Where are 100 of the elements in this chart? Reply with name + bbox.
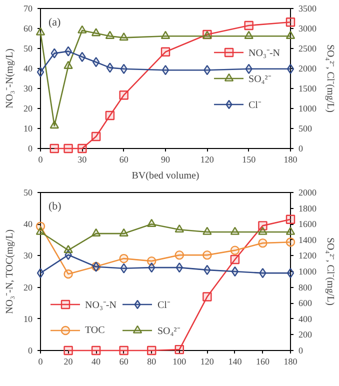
x-tick-label: 150	[242, 154, 256, 164]
y-tick-label: 40	[24, 64, 33, 74]
point	[64, 244, 73, 254]
x-tick-label: 0	[38, 154, 44, 164]
y2-tick-label: 3000	[298, 24, 317, 34]
legend-label: NO₃⁻-N	[85, 299, 116, 311]
point	[120, 263, 128, 274]
point	[78, 144, 87, 154]
point	[50, 48, 58, 58]
point	[230, 226, 240, 235]
point	[286, 226, 296, 235]
x-tick-label: 120	[200, 356, 214, 366]
y-tick-label: 0	[28, 346, 33, 356]
point	[92, 57, 100, 68]
point	[202, 226, 212, 235]
point	[64, 269, 73, 279]
y-tick-label: 0	[28, 144, 33, 154]
point	[286, 30, 296, 40]
y-tick-label: 20	[24, 104, 33, 114]
y-tick-label: 30	[24, 250, 33, 261]
y2-axis-title: SO₄²⁻, Cl⁻(mg/L)	[324, 237, 336, 306]
point	[64, 346, 73, 356]
y-tick-label: 50	[24, 188, 33, 198]
point	[91, 28, 101, 36]
point	[105, 110, 115, 120]
point	[147, 218, 156, 228]
x-tick-label: 40	[92, 356, 102, 366]
point	[162, 65, 170, 76]
x-axis-title: BV(bed volume)	[132, 170, 200, 182]
y-tick-label: 40	[24, 219, 33, 230]
y2-tick-label: 1500	[298, 84, 317, 94]
y-tick-label: 60	[24, 24, 33, 34]
point	[204, 65, 211, 76]
legend-label: NO₃⁻-N	[248, 47, 280, 59]
y2-tick-label: 800	[298, 282, 312, 292]
x-tick-label: 30	[78, 154, 88, 164]
y-axis-title: NO₃⁻-N, TOC(mg/L)	[4, 229, 16, 314]
y2-tick-label: 2500	[298, 44, 317, 54]
y-tick-label: 50	[24, 44, 33, 54]
point	[119, 346, 128, 356]
point	[174, 250, 184, 260]
x-tick-label: 180	[284, 154, 298, 164]
point	[119, 32, 128, 41]
point	[258, 226, 268, 235]
x-tick-label: 80	[147, 356, 157, 366]
y2-tick-label: 0	[298, 144, 304, 154]
point	[36, 67, 44, 78]
point	[36, 268, 44, 278]
y-tick-label: 70	[24, 4, 33, 14]
point	[286, 64, 294, 74]
y2-axis-title: SO₄²⁻, Cl⁻(mg/L)	[324, 44, 336, 113]
point	[64, 60, 73, 70]
point	[258, 238, 268, 248]
point	[286, 238, 296, 247]
y2-tick-label: 2000	[298, 188, 317, 198]
x-tick-label: 60	[119, 154, 129, 164]
point	[36, 27, 46, 36]
point	[120, 64, 128, 74]
point	[50, 144, 59, 154]
x-tick-label: 100	[172, 356, 187, 366]
point	[174, 224, 184, 233]
legend-label: Cl⁻	[248, 99, 262, 111]
point	[36, 226, 46, 235]
point	[244, 30, 254, 40]
point	[64, 144, 73, 154]
point	[286, 268, 294, 278]
point	[258, 221, 268, 230]
point	[244, 20, 254, 30]
y-tick-label: 30	[24, 84, 33, 94]
y2-tick-label: 2000	[298, 64, 317, 74]
y2-tick-label: 0	[298, 346, 304, 356]
point	[119, 90, 128, 100]
y-tick-label: 20	[24, 282, 33, 292]
x-tick-label: 140	[228, 356, 242, 366]
annotation: (b)	[48, 200, 62, 212]
point	[91, 132, 101, 142]
y-tick-label: 10	[24, 124, 33, 134]
y2-tick-label: 1200	[298, 250, 317, 261]
point	[230, 246, 240, 255]
point	[78, 52, 86, 62]
x-tick-label: 20	[64, 356, 74, 366]
x-tick-label: 90	[161, 154, 170, 164]
y2-tick-label: 1000	[298, 104, 317, 114]
y2-tick-label: 500	[298, 124, 312, 134]
point	[230, 254, 240, 264]
point	[119, 254, 128, 264]
y2-tick-label: 1600	[298, 219, 317, 230]
legend-label: SO₄²⁻	[248, 73, 271, 85]
y2-tick-label: 600	[298, 298, 312, 308]
point	[286, 18, 296, 27]
point	[202, 292, 212, 302]
x-tick-label: 160	[256, 356, 270, 366]
y2-tick-label: 400	[298, 314, 312, 324]
x-tick-label: 60	[119, 356, 129, 366]
annotation: (a)	[48, 16, 62, 28]
legend-label: TOC	[85, 324, 105, 336]
y2-tick-label: 1800	[298, 203, 317, 214]
point	[106, 62, 114, 73]
legend-label: SO₄²⁻	[157, 325, 180, 337]
point	[231, 266, 239, 277]
